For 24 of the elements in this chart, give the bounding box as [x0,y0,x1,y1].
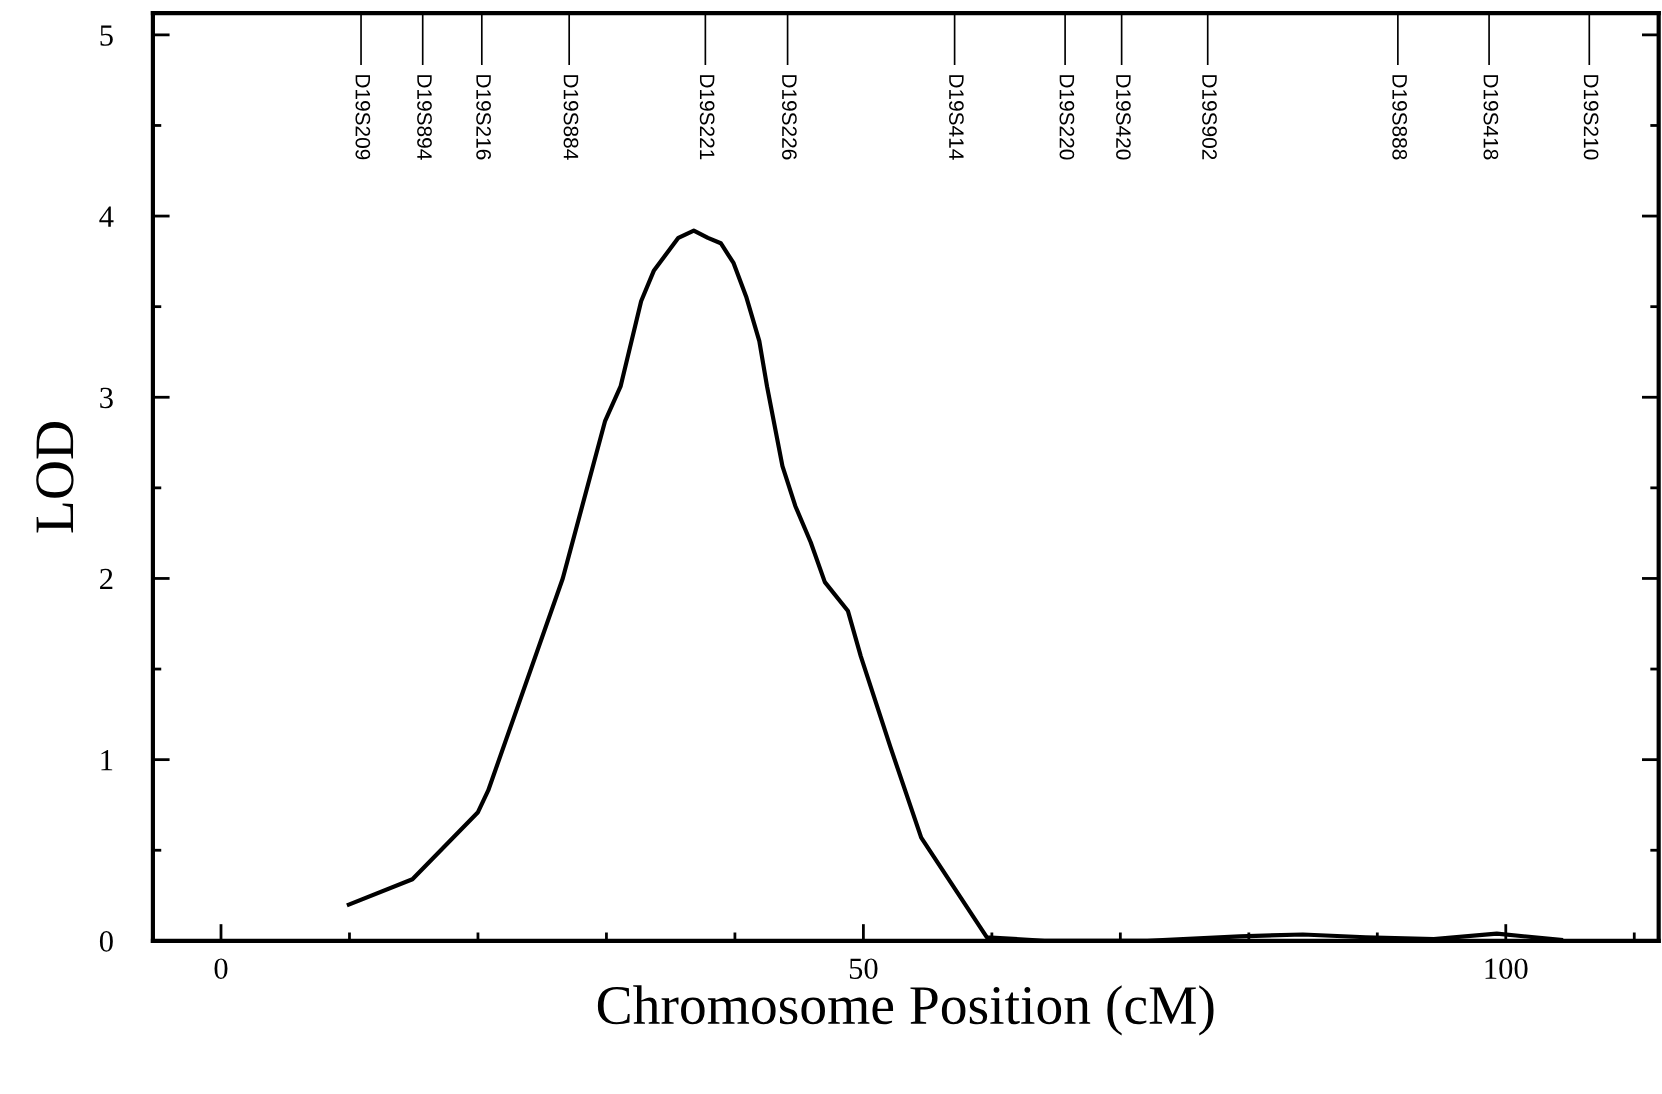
ref-line-label: D19S420 [1116,75,1131,160]
ref-line-label: D19S226 [782,75,797,160]
x-tick-label: 0 [214,958,228,980]
ref-line-label: D19S888 [1392,75,1408,160]
ref-line-label: D19S210 [1583,75,1599,160]
y-tick-label: 2 [100,568,113,590]
y-tick-label: 0 [99,931,113,952]
ref-line-label: D19S414 [949,75,964,160]
y-tick-label: 4 [99,206,114,227]
y-axis-title: LOD [36,422,74,533]
x-axis-title: Chromosome Position (cM) [597,985,1214,1036]
ref-line-label: D19S220 [1059,75,1075,160]
ref-line-label: D19S894 [417,75,432,160]
y-tick-label: 3 [100,387,113,409]
ref-line-label: D19S216 [476,75,491,160]
x-tick-label: 100 [1485,958,1528,980]
y-tick-label: 1 [101,750,113,771]
ref-line-label: D19S418 [1483,75,1499,160]
ref-line-label: D19S221 [699,75,715,160]
ref-line-label: D19S884 [563,75,579,160]
y-tick-label: 5 [100,25,113,46]
ref-line-label: D19S902 [1202,75,1217,160]
ref-line-label: D19S209 [355,75,371,160]
x-tick-label: 50 [849,958,878,980]
